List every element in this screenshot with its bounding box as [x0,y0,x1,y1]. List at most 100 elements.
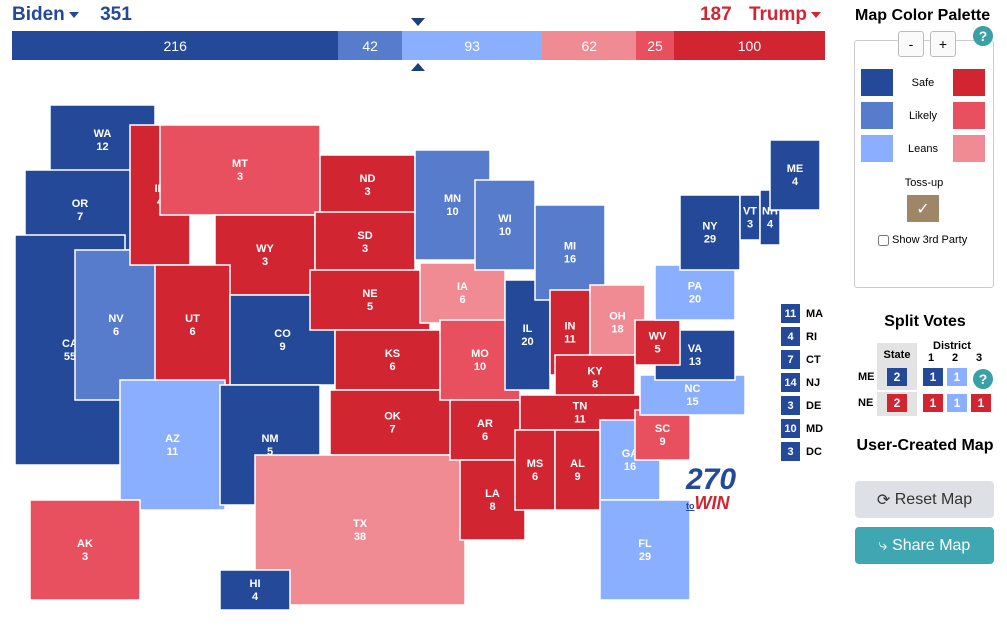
state-ev: 6 [189,326,195,338]
state-ev: 3 [237,171,243,183]
third-party-label: Show 3rd Party [892,234,968,246]
state-ev: 55 [64,351,76,363]
logo: 270 toWIN [686,463,737,515]
state-ev: 9 [279,341,285,353]
state-abbr: VT [743,206,757,218]
state-ev: 5 [654,344,660,356]
state-abbr: OH [609,311,626,323]
reset-label: Reset Map [894,490,973,508]
logo-number: 270 [686,463,737,496]
split-vote: 1 [947,394,967,412]
state-abbr: NC [685,383,701,395]
tossup-swatch[interactable]: ✓ [907,195,939,222]
segment-label: 25 [647,37,663,54]
state-abbr: UT [185,313,200,325]
state [599,499,691,601]
state-abbr: ME [787,163,804,175]
state-abbr: AL [570,458,585,470]
state-abbr: MN [444,193,461,205]
state [29,499,141,601]
state-ev: 10 [499,226,511,238]
split-title: Split Votes [884,313,966,330]
state-ev: 10 [446,206,458,218]
state-abbr: KS [385,348,400,360]
caret [68,11,79,18]
state [554,354,636,401]
palette-label: Leans [908,142,938,155]
state-abbr: PA [688,281,703,293]
help[interactable]: ? [973,26,993,46]
state-ev: 4 [252,591,259,603]
state-abbr: FL [638,538,652,550]
state [329,389,456,456]
trump-header[interactable]: 187 Trump [700,4,825,26]
state [154,264,231,386]
bar-segment: 216 [12,31,339,60]
state-abbr: NE [362,288,377,300]
state-abbr: IL [523,323,533,335]
zoom-in[interactable]: + [930,31,956,57]
state-abbr: WA [94,128,112,140]
district-number: 3 [976,352,983,364]
state [514,429,556,511]
state-ev: 29 [639,551,651,563]
state-ev: 13 [689,356,701,368]
reset-button[interactable]: ⟳ Reset Map [855,481,994,518]
small-state-abbr: MD [806,422,824,435]
small-state: 3 DE [781,396,823,415]
user-map-title: User-Created Map [856,437,994,454]
state-ev: 15 [686,396,698,408]
third-party-toggle[interactable]: Show 3rd Party [878,234,967,246]
state-abbr: MS [527,458,544,470]
state [159,124,321,216]
electoral-bar: 216 42 93 62 25 100 [12,31,825,60]
segment-label: 42 [362,37,378,54]
state-ev: 6 [389,361,395,373]
state [334,329,451,391]
zoom-out[interactable]: - [898,31,924,57]
candidate-total: 187 [699,4,732,25]
help[interactable]: ? [973,369,993,389]
candidate-name: Biden [12,4,65,25]
biden-header[interactable]: Biden 351 [12,4,132,26]
small-state: 7 CT [781,350,823,369]
state-abbr: GA [622,448,639,460]
small-state: 3 DC [781,442,823,461]
state [219,569,291,611]
segment-label: 216 [163,37,187,54]
checkbox[interactable] [878,234,889,246]
state-ev: 7 [389,424,395,436]
swatch [953,102,985,129]
state-ev: 6 [532,471,538,483]
state-ev: 3 [362,243,368,255]
swatch [861,135,893,162]
caret [811,11,821,18]
state-abbr: HI [250,578,261,590]
state-abbr: AK [77,538,93,550]
state [474,179,536,271]
state-abbr: OR [72,198,89,210]
share-button[interactable]: ⤷ Share Map [855,527,994,564]
swatch [861,69,893,96]
state-ev: 8 [489,501,495,513]
segment-label: 62 [581,37,598,54]
bar-segment: 93 [401,31,543,60]
state [319,154,416,216]
state-ev: 9 [659,436,665,448]
split-vote: 1 [971,394,991,412]
palette-label: Safe [911,76,935,89]
small-state-ev: 10 [781,419,800,438]
district-header: District [933,340,971,352]
state-abbr: TN [573,401,588,413]
palette-row: Safe [861,69,985,96]
state-ev: 5 [267,446,273,458]
state-ev: 7 [77,211,83,223]
state-ev: 18 [611,324,623,336]
segment-label: 93 [464,37,480,54]
state-ev: 5 [367,301,373,313]
state-abbr: TX [353,518,368,530]
small-state-abbr: MA [806,307,824,320]
state [74,249,158,401]
split-vote: 1 [923,368,943,386]
state-ev: 9 [574,471,580,483]
